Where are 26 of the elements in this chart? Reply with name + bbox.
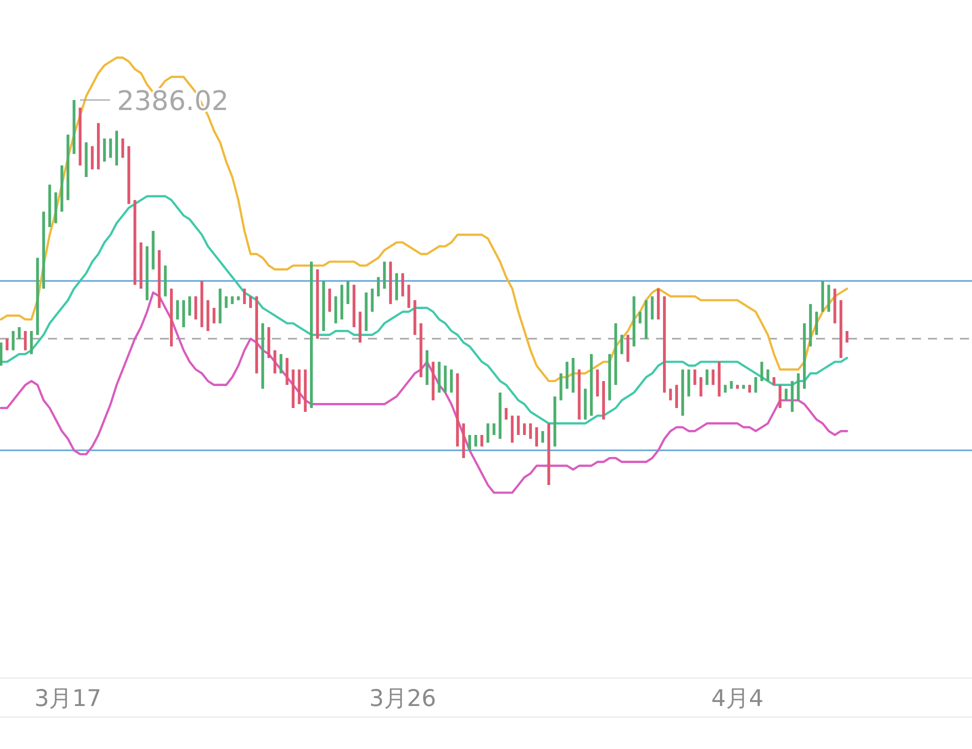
candlestick bbox=[109, 138, 112, 158]
candlestick bbox=[121, 138, 124, 158]
candlestick bbox=[6, 338, 8, 351]
candlestick bbox=[815, 311, 818, 336]
candlestick bbox=[280, 354, 282, 374]
candlestick bbox=[243, 288, 246, 305]
x-tick-label: 3月17 bbox=[34, 686, 102, 712]
candlestick bbox=[754, 376, 758, 394]
candlestick bbox=[468, 434, 472, 451]
candlestick bbox=[693, 369, 696, 386]
candlestick bbox=[12, 330, 15, 351]
candlestick bbox=[376, 276, 380, 297]
x-tick-label: 4月4 bbox=[711, 686, 764, 712]
candlestick bbox=[103, 138, 106, 162]
x-tick-label: 3月26 bbox=[369, 686, 436, 712]
candlestick bbox=[712, 369, 714, 386]
candlestick bbox=[212, 307, 216, 324]
candlestick bbox=[328, 288, 332, 312]
candlestick bbox=[450, 369, 453, 394]
candlestick bbox=[273, 350, 276, 374]
candlestick bbox=[30, 330, 33, 355]
candlestick bbox=[370, 288, 374, 312]
candlestick bbox=[90, 146, 94, 170]
candlestick bbox=[516, 415, 520, 436]
candlestick bbox=[24, 330, 27, 351]
candlestick bbox=[700, 376, 702, 397]
